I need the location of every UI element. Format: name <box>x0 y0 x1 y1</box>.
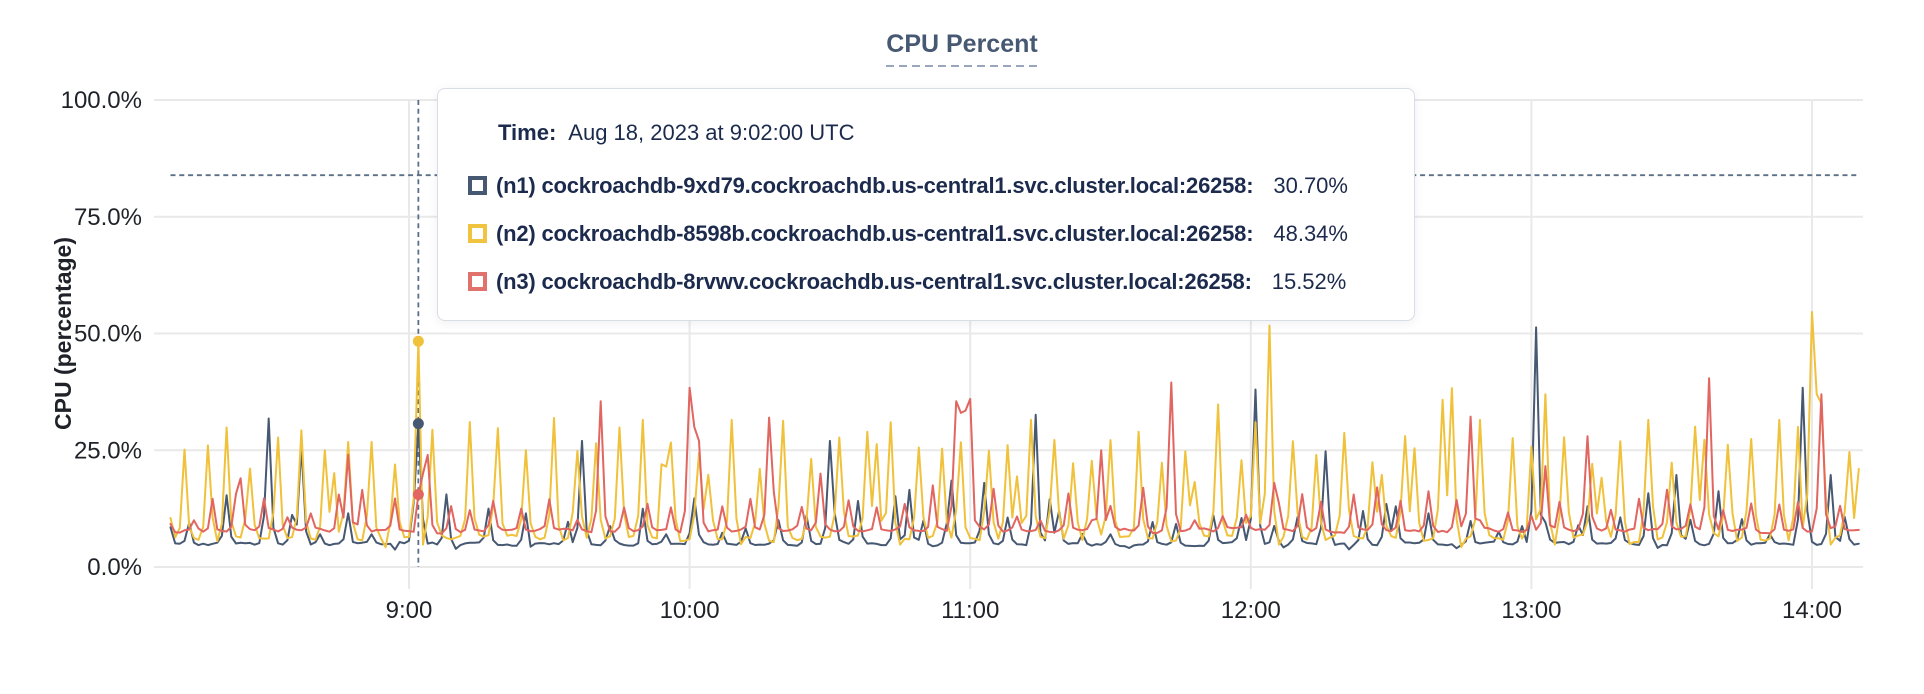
series-line-n1[interactable] <box>169 326 1860 551</box>
tooltip-series-label-n1: (n1) cockroachdb-9xd79.cockroachdb.us-ce… <box>496 172 1254 198</box>
series-lines-group <box>169 311 1860 551</box>
chart-title-wrap: CPU Percent <box>0 30 1924 67</box>
tooltip-row-n1: (n1) cockroachdb-9xd79.cockroachdb.us-ce… <box>468 173 1348 198</box>
y-tick-label-75: 75.0% <box>74 204 142 231</box>
x-tick-label-14-00: 14:00 <box>1782 597 1842 624</box>
tooltip-series-label-n2: (n2) cockroachdb-8598b.cockroachdb.us-ce… <box>496 220 1254 246</box>
hover-tooltip: Time: Aug 18, 2023 at 9:02:00 UTC (n1) c… <box>437 88 1415 321</box>
x-tick-label-13-00: 13:00 <box>1501 597 1561 624</box>
crosshair-dots-group <box>412 335 424 501</box>
tooltip-series-label-n3: (n3) cockroachdb-8rvwv.cockroachdb.us-ce… <box>496 268 1252 294</box>
series-swatch-n1 <box>468 176 487 195</box>
series-line-n3[interactable] <box>169 377 1860 535</box>
series-swatch-n2 <box>468 224 487 243</box>
chart-title: CPU Percent <box>886 30 1038 58</box>
crosshair-dot-n2 <box>412 335 424 347</box>
y-tick-label-50: 50.0% <box>74 321 142 348</box>
y-axis-title-group: CPU (percentage) <box>50 237 76 430</box>
tooltip-series-value-n3: 15.52% <box>1271 268 1347 294</box>
x-tick-label-12-00: 12:00 <box>1221 597 1281 624</box>
y-axis-title: CPU (percentage) <box>50 237 76 430</box>
tooltip-series-value-n2: 48.34% <box>1273 220 1348 246</box>
crosshair-dot-n1 <box>412 418 424 430</box>
tooltip-row-n3: (n3) cockroachdb-8rvwv.cockroachdb.us-ce… <box>468 269 1346 294</box>
y-tick-label-25: 25.0% <box>74 437 142 464</box>
chart-title-block: CPU Percent <box>886 30 1038 67</box>
tooltip-time-value: Aug 18, 2023 at 9:02:00 UTC <box>568 119 855 145</box>
x-tick-label-11-00: 11:00 <box>941 597 999 624</box>
tooltip-time-row: Time: Aug 18, 2023 at 9:02:00 UTC <box>498 120 854 145</box>
chart-title-underline <box>886 65 1038 67</box>
crosshair-dot-n3 <box>412 489 424 501</box>
tooltip-time-label: Time: <box>498 119 557 145</box>
tooltip-row-n2: (n2) cockroachdb-8598b.cockroachdb.us-ce… <box>468 221 1348 246</box>
x-tick-label-10-00: 10:00 <box>660 597 720 624</box>
x-tick-label-9-00: 9:00 <box>386 597 433 624</box>
series-line-n2[interactable] <box>169 311 1860 549</box>
y-tick-label-100: 100.0% <box>61 87 142 114</box>
tooltip-series-value-n1: 30.70% <box>1273 172 1348 198</box>
y-tick-label-0: 0.0% <box>87 554 142 581</box>
series-swatch-n3 <box>468 272 487 291</box>
